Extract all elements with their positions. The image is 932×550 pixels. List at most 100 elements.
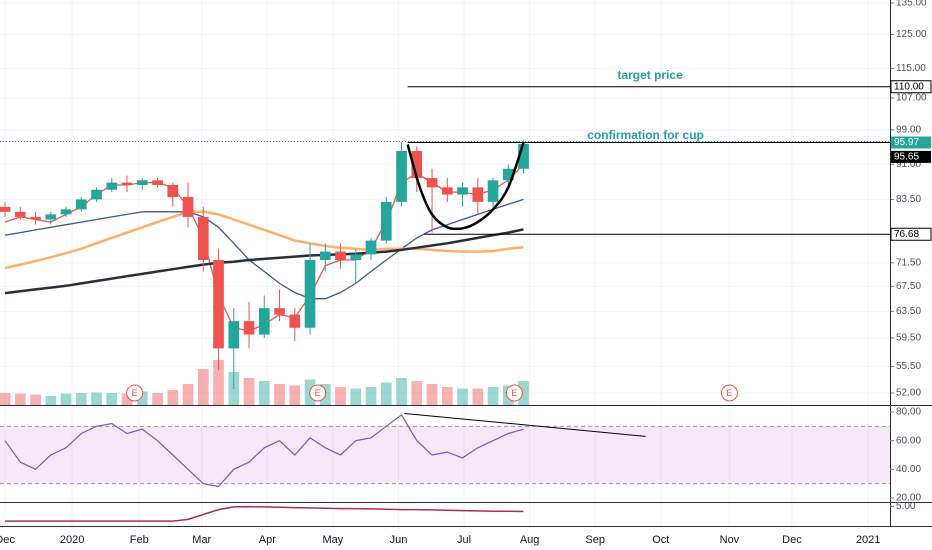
- volume-bar: [472, 388, 484, 405]
- price-badge-label: 95.65: [894, 152, 919, 163]
- x-tick-label: Sep: [585, 534, 605, 546]
- annotation: confirmation for cup: [587, 128, 704, 142]
- price-badge: [891, 150, 931, 163]
- volume-bar: [487, 387, 499, 405]
- volume-bar: [365, 387, 377, 405]
- volume-bar: [91, 392, 102, 405]
- candle-body: [243, 321, 255, 335]
- volume-bar: [136, 391, 148, 405]
- candle-body: [45, 214, 57, 220]
- moving-average: [4, 228, 524, 295]
- y-tick-label: 60.00: [896, 435, 921, 446]
- volume-bar: [274, 384, 285, 405]
- volume-bar: [60, 393, 72, 405]
- volume-bar: [182, 384, 194, 405]
- candle-body: [136, 180, 148, 185]
- candle-body: [30, 216, 41, 220]
- candle-body: [258, 308, 270, 335]
- x-tick-label: May: [323, 534, 344, 546]
- x-tick-label: 2021: [856, 534, 880, 546]
- y-tick-label: 40.00: [896, 464, 921, 475]
- price-badge: [891, 136, 931, 149]
- volume-bar: [152, 393, 163, 405]
- candle-body: [441, 187, 453, 195]
- x-tick-label: Nov: [720, 534, 740, 546]
- earnings-label: E: [511, 388, 517, 398]
- y-tick-label: 80.00: [896, 407, 921, 418]
- candle-body: [380, 201, 392, 241]
- candle-body: [91, 189, 102, 200]
- volume-bar: [411, 381, 423, 405]
- price-badge-label: 110.00: [894, 81, 924, 92]
- y-tick-label: 107.00: [896, 93, 927, 104]
- candle-body: [75, 199, 87, 210]
- y-tick-label: 91.00: [896, 159, 921, 170]
- volume-bar: [45, 396, 57, 405]
- y-tick-label: 5.00: [896, 501, 916, 512]
- earnings-marker: [720, 384, 738, 402]
- volume-bar: [457, 388, 468, 405]
- candle-body: [167, 184, 179, 197]
- volume-bar: [121, 393, 133, 405]
- price-badge-label: 76.68: [894, 229, 919, 240]
- y-tick-label: 125.00: [896, 29, 927, 40]
- volume-bar: [75, 393, 87, 405]
- candle-body: [518, 143, 529, 169]
- volume-bar: [106, 393, 118, 405]
- y-tick-label: 59.50: [896, 333, 921, 344]
- volume-bar: [441, 387, 453, 405]
- y-tick-label: 115.00: [896, 63, 926, 74]
- earnings-marker: [505, 384, 523, 402]
- rsi-trendline: [404, 412, 646, 437]
- volume-bar: [380, 382, 392, 405]
- candle-body: [14, 211, 26, 217]
- candle-body: [335, 251, 346, 260]
- cup-curve: [406, 142, 525, 231]
- candle-body: [426, 177, 438, 188]
- y-tick-label: 55.50: [896, 361, 921, 372]
- y-tick-label: 71.50: [896, 257, 921, 268]
- volume-bar: [14, 393, 26, 405]
- candle-body: [182, 196, 194, 217]
- volume-bar: [518, 381, 529, 405]
- candle-body: [60, 209, 72, 215]
- candle-body: [396, 150, 407, 202]
- volume-bar: [289, 385, 301, 405]
- rsi-band: [0, 426, 890, 484]
- earnings-marker: [126, 384, 144, 402]
- x-tick-label: Aug: [520, 534, 540, 546]
- candle-body: [350, 254, 362, 260]
- candle-body: [228, 321, 240, 349]
- volume-bar: [167, 390, 179, 405]
- candle-body: [289, 314, 301, 328]
- volume-bar: [30, 394, 41, 405]
- x-tick-label: Dec: [782, 534, 802, 546]
- rsi-line: [4, 414, 524, 488]
- volume-bar: [335, 387, 346, 405]
- y-tick-label: 67.50: [896, 281, 921, 292]
- x-tick-label: Jul: [457, 534, 471, 546]
- candle-body: [274, 308, 285, 315]
- volume-bar: [213, 360, 224, 405]
- x-tick-label: Oct: [652, 534, 669, 546]
- price-badge: [890, 80, 932, 94]
- earnings-marker: [309, 384, 327, 402]
- indicator-line: [5, 505, 524, 522]
- x-tick-label: Apr: [259, 534, 276, 546]
- candle-body: [487, 180, 499, 202]
- earnings-label: E: [726, 388, 732, 398]
- y-tick-label: 135.00: [896, 0, 927, 9]
- volume-bar: [197, 369, 209, 405]
- earnings-label: E: [315, 388, 321, 398]
- candle-body: [152, 180, 163, 185]
- moving-average: [4, 198, 524, 300]
- volume-bar: [426, 384, 438, 405]
- candle-body: [319, 251, 331, 260]
- x-tick-label: Jun: [390, 534, 408, 546]
- y-tick-label: 20.00: [896, 493, 921, 504]
- candle-body: [365, 240, 377, 255]
- volume-bar: [258, 381, 270, 405]
- candle-body: [197, 216, 209, 260]
- y-tick-label: 63.50: [896, 306, 921, 317]
